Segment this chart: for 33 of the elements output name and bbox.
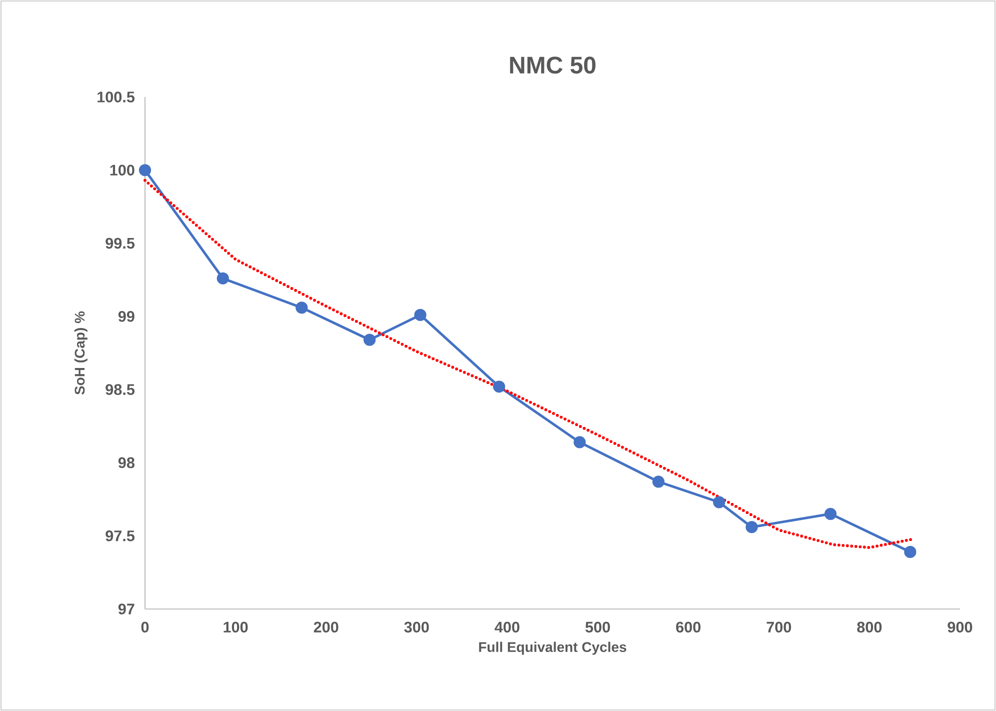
y-tick-label: 98.5 [106, 384, 135, 395]
y-tick-label: 97 [118, 604, 134, 614]
x-tick-label: 0 [141, 622, 149, 633]
point [414, 308, 426, 322]
point [364, 334, 376, 346]
point [746, 521, 758, 534]
y-tick-label: 99 [118, 311, 134, 322]
x-tick-label: 800 [857, 622, 882, 633]
x-tick-label: 400 [494, 622, 520, 633]
x-axis-title: Full Equivalent Cycles [479, 642, 626, 655]
point [574, 436, 586, 448]
y-tick-label: 97.5 [106, 530, 135, 542]
point [824, 508, 837, 520]
x-tick-label: 300 [404, 622, 429, 633]
y-tick-label: 99.5 [106, 238, 135, 249]
x-tick-label: 100 [224, 622, 248, 633]
y-tick-label: 100 [110, 164, 134, 176]
point [296, 302, 308, 314]
point [652, 476, 665, 488]
y-tick-label: 98 [118, 457, 134, 468]
y-tick-label: 100.5 [98, 92, 135, 102]
y-axis-title: SoH (Cap) % [74, 311, 88, 395]
x-tick-label: 500 [585, 622, 610, 633]
point [216, 272, 229, 284]
x-tick-label: 900 [948, 622, 972, 633]
point [904, 546, 916, 558]
point [493, 380, 506, 393]
chart-title: NMC 50 [510, 56, 596, 74]
x-tick-label: 700 [766, 622, 792, 633]
point [713, 496, 726, 508]
point [138, 164, 152, 176]
x-tick-label: 600 [676, 622, 700, 633]
x-tick-label: 200 [314, 622, 338, 633]
